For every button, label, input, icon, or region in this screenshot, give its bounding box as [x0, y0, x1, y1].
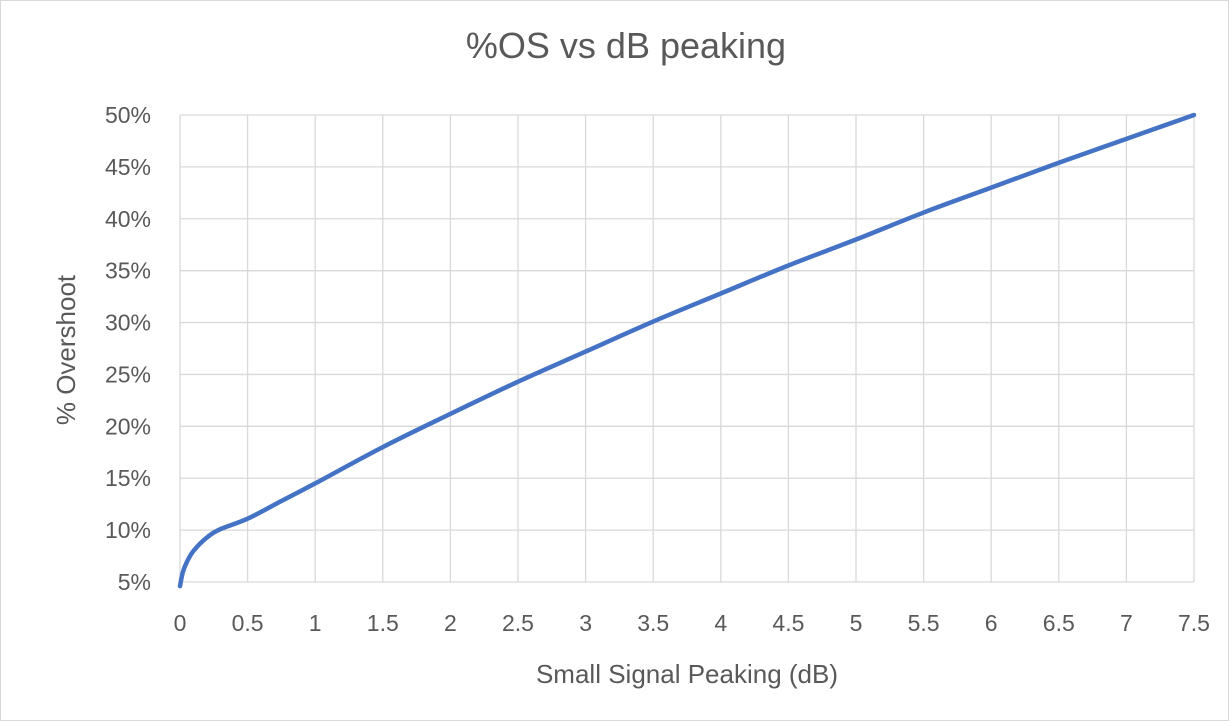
x-tick-label: 0	[174, 610, 187, 636]
series-line-0	[177, 112, 1197, 589]
y-tick-label: 35%	[105, 258, 151, 284]
y-tick-label: 45%	[105, 154, 151, 180]
x-tick-label: 1	[309, 610, 322, 636]
x-tick-label: 0.5	[232, 610, 264, 636]
y-tick-label: 15%	[105, 465, 151, 491]
x-tick-label: 3	[579, 610, 592, 636]
grid	[179, 114, 1195, 583]
x-tick-label: 6	[985, 610, 998, 636]
x-tick-label: 2.5	[502, 610, 534, 636]
x-tick-label: 2	[444, 610, 457, 636]
y-tick-label: 40%	[105, 206, 151, 232]
x-tick-label: 4.5	[772, 610, 804, 636]
x-tick-label: 4	[714, 610, 727, 636]
y-tick-label: 5%	[118, 569, 151, 595]
x-tick-label: 5	[850, 610, 863, 636]
x-tick-label: 7	[1120, 610, 1133, 636]
y-tick-label: 50%	[105, 102, 151, 128]
y-tick-label: 25%	[105, 361, 151, 387]
y-tick-label: 30%	[105, 310, 151, 336]
y-axis-ticks: 5% 10% 15% 20% 25% 30% 35% 40% 45% 50%	[105, 102, 151, 595]
x-tick-label: 3.5	[637, 610, 669, 636]
y-axis-title: % Overshoot	[51, 274, 81, 425]
y-tick-label: 10%	[105, 517, 151, 543]
x-tick-label: 7.5	[1178, 610, 1210, 636]
y-tick-label: 20%	[105, 413, 151, 439]
x-tick-label: 6.5	[1043, 610, 1075, 636]
x-axis-ticks: 0 0.5 1 1.5 2 2.5 3 3.5 4 4.5 5 5.5 6 6.5 7 7.5	[174, 610, 1210, 636]
x-tick-label: 1.5	[367, 610, 399, 636]
series-layer	[177, 112, 1197, 589]
x-axis-title: Small Signal Peaking (dB)	[536, 659, 838, 689]
x-tick-label: 5.5	[908, 610, 940, 636]
chart-title: %OS vs dB peaking	[466, 25, 786, 66]
